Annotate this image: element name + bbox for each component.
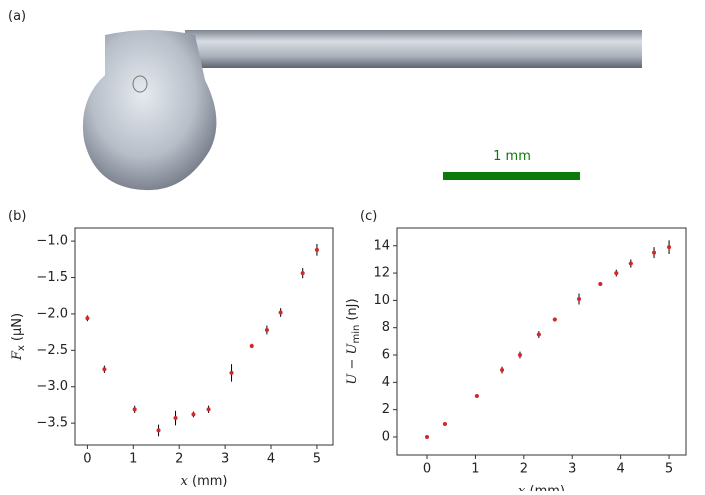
point xyxy=(474,393,479,398)
y-tick-label: −3.5 xyxy=(36,416,68,431)
point xyxy=(425,434,430,439)
x-tick-label: 5 xyxy=(665,462,673,477)
point xyxy=(300,271,305,276)
point xyxy=(442,421,447,426)
point xyxy=(191,412,196,417)
x-tick-label: 4 xyxy=(267,452,275,467)
point xyxy=(314,247,319,252)
y-tick-label: −2.0 xyxy=(36,306,68,321)
scale-bar xyxy=(443,172,580,180)
y-label-var: U − U xyxy=(345,342,360,384)
x-tick-label: 0 xyxy=(423,462,431,477)
x-tick-label: 1 xyxy=(129,452,137,467)
x-tick-label: 2 xyxy=(520,462,528,477)
x-label-unit: (mm) xyxy=(192,474,227,489)
x-tick-label: 3 xyxy=(221,452,229,467)
panel-label: (c) xyxy=(360,209,377,224)
point xyxy=(229,370,234,375)
plots: 0 1 2 3 4 5−1.0−1.5−2.0−2.5−3.0−3.5x (mm)Fx(μ… xyxy=(10,227,687,495)
point xyxy=(614,271,619,276)
y-tick-label: 14 xyxy=(373,238,390,253)
scale-bar-label: 1 mm xyxy=(493,149,531,164)
point xyxy=(517,353,522,358)
x-label-var: x xyxy=(181,474,189,489)
x-tick-label: 3 xyxy=(568,462,576,477)
y-label-sub: x xyxy=(16,345,27,351)
x-tick-label: 4 xyxy=(617,462,625,477)
x-tick-label: 1 xyxy=(471,462,479,477)
point xyxy=(577,297,582,302)
point xyxy=(598,281,603,286)
y-tick-label: 0 xyxy=(382,429,390,444)
y-axis-label: Fx (μN) xyxy=(10,313,28,361)
x-axis-label: x (mm) xyxy=(518,484,565,492)
point xyxy=(156,428,161,433)
y-tick-label: 8 xyxy=(382,320,390,335)
y-label-unit: (nJ) xyxy=(345,298,360,320)
y-tick-label: −1.5 xyxy=(36,270,68,285)
bubble xyxy=(132,75,148,93)
point xyxy=(85,316,90,321)
x-label-unit: (mm) xyxy=(530,484,565,492)
x-tick-label: 0 xyxy=(83,452,91,467)
y-label-var: F xyxy=(10,350,25,361)
y-tick-label: 10 xyxy=(373,293,390,308)
point xyxy=(667,245,672,250)
y-tick-label: −3.0 xyxy=(36,379,68,394)
y-tick-label: 12 xyxy=(373,266,390,281)
droplet xyxy=(82,30,217,191)
x-label-var: x xyxy=(518,484,526,492)
x-tick-label: 2 xyxy=(175,452,183,467)
point xyxy=(206,407,211,412)
point xyxy=(652,250,657,255)
point xyxy=(102,367,107,372)
point xyxy=(628,261,633,266)
point xyxy=(264,327,269,332)
y-label-unit: (μN) xyxy=(10,313,25,341)
y-tick-label: −1.0 xyxy=(36,234,68,249)
x-tick-label: 5 xyxy=(313,452,321,467)
y-tick-label: 2 xyxy=(382,402,390,417)
fiber xyxy=(185,30,642,68)
y-tick-label: −2.5 xyxy=(36,343,68,358)
y-tick-label: 6 xyxy=(382,348,390,363)
plot-frame xyxy=(396,227,687,456)
y-tick-label: 4 xyxy=(382,375,390,390)
point xyxy=(278,310,283,315)
plot-frame xyxy=(74,227,334,446)
panel-label: (b) xyxy=(8,209,26,224)
x-axis-label: x (mm) xyxy=(181,474,228,489)
point xyxy=(500,368,505,373)
point xyxy=(536,332,541,337)
panel-label: (a) xyxy=(8,9,26,24)
point xyxy=(552,317,557,322)
y-axis-label: U − Umin (nJ) xyxy=(345,298,363,384)
point xyxy=(173,416,178,421)
point xyxy=(249,343,254,348)
y-label-sub: min xyxy=(351,325,362,344)
point xyxy=(132,407,137,412)
